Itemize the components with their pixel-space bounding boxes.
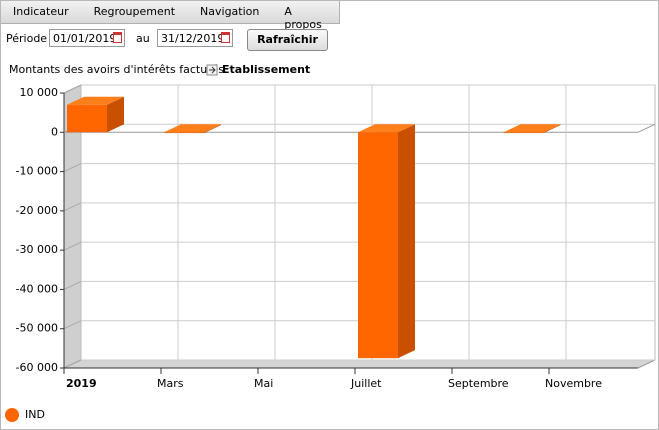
- menu-item[interactable]: Navigation: [200, 5, 260, 18]
- bar-top: [67, 96, 124, 105]
- chart-title: Montants des avoirs d'intérêts facturés: [9, 63, 224, 76]
- drill-arrow: [209, 66, 216, 74]
- calendar-icon[interactable]: [113, 32, 122, 43]
- x-tick-label: Juillet: [350, 377, 382, 390]
- bar-top: [164, 124, 221, 133]
- menu-item[interactable]: A propos: [284, 5, 322, 31]
- to-label: au: [136, 32, 150, 45]
- menu-item[interactable]: Regroupement: [93, 5, 176, 18]
- calendar-icon[interactable]: [221, 32, 230, 43]
- y-tick-label: 10 000: [20, 86, 59, 99]
- x-tick-label: 2019: [66, 377, 97, 390]
- refresh-button[interactable]: Rafraîchir: [247, 29, 328, 51]
- bar: [164, 132, 204, 134]
- y-tick-label: 0: [51, 125, 58, 138]
- start-date[interactable]: 01/01/2019: [49, 29, 125, 47]
- start-date-text: 01/01/2019: [53, 32, 117, 45]
- grid-line: [63, 163, 82, 173]
- x-tick-label: Mai: [254, 377, 273, 390]
- grid-line: [63, 202, 82, 212]
- end-date-text: 31/12/2019: [161, 32, 225, 45]
- period-label: Période: [6, 32, 48, 45]
- zero-line: [637, 123, 656, 133]
- breadcrumb[interactable]: Etablissement: [222, 63, 310, 76]
- grid-line: [63, 241, 82, 251]
- bar-side: [543, 124, 561, 134]
- bar: [503, 132, 544, 134]
- bar-side: [398, 124, 415, 359]
- menu-item[interactable]: Indicateur: [13, 5, 69, 18]
- x-tick-label: Septembre: [448, 377, 509, 390]
- legend-swatch: [5, 408, 19, 422]
- floor: [63, 359, 656, 369]
- grid-line: [63, 84, 82, 94]
- bar-top: [503, 124, 561, 133]
- end-date[interactable]: 31/12/2019: [157, 29, 233, 47]
- grid-line: [63, 359, 82, 369]
- bar: [358, 132, 398, 359]
- y-tick-label: -40 000: [16, 282, 58, 295]
- x-tick-label: Mars: [157, 377, 184, 390]
- grid-line: [63, 280, 82, 290]
- legend-label: IND: [25, 408, 45, 421]
- y-tick-label: -20 000: [16, 204, 58, 217]
- bar-side: [107, 96, 124, 133]
- x-tick-label: Novembre: [545, 377, 602, 390]
- bar: [67, 104, 107, 133]
- menu-bar: Indicateur Regroupement Navigation A pro…: [1, 1, 340, 31]
- y-tick-label: -50 000: [16, 322, 58, 335]
- bar-top: [358, 124, 415, 133]
- y-tick-label: -60 000: [16, 361, 58, 374]
- y-tick-label: -30 000: [16, 243, 58, 256]
- grid-line: [63, 320, 82, 330]
- bar-side: [204, 124, 221, 134]
- y-tick-label: -10 000: [16, 165, 58, 178]
